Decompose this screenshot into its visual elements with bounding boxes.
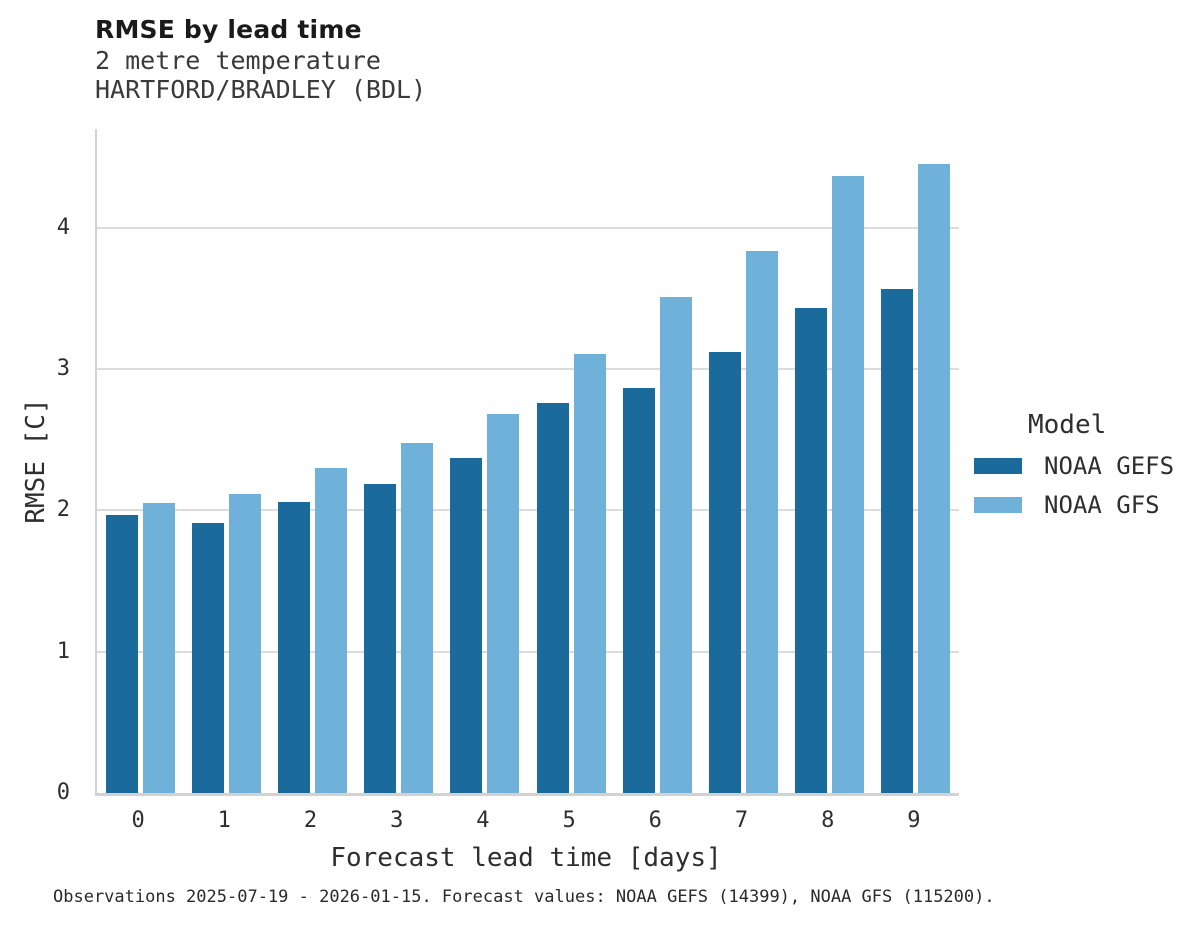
x-tick-7: 7 — [734, 808, 749, 833]
bar-noaa-gfs-day-6 — [659, 297, 692, 793]
legend-rows: NOAA GEFS NOAA GFS — [974, 452, 1174, 519]
bar-noaa-gfs-day-3 — [401, 442, 434, 793]
chart-subtitle-variable: 2 metre temperature — [95, 46, 381, 75]
bar-noaa-gfs-day-1 — [228, 493, 261, 793]
gridline-y-3 — [97, 368, 959, 371]
legend-item-noaa-gefs: NOAA GEFS — [974, 452, 1174, 480]
y-tick-0: 0 — [56, 780, 70, 805]
bar-noaa-gfs-day-5 — [573, 353, 606, 793]
y-tick-2: 2 — [56, 497, 70, 523]
x-tick-3: 3 — [390, 808, 404, 833]
legend-title: Model — [1028, 410, 1107, 440]
plot-area — [95, 129, 959, 796]
bar-noaa-gfs-day-2 — [315, 468, 347, 793]
x-tick-9: 9 — [907, 808, 921, 833]
y-tick-1: 1 — [56, 638, 70, 664]
y-tick-4: 4 — [56, 214, 70, 240]
bar-noaa-gefs-day-6 — [622, 387, 655, 793]
legend-label: NOAA GFS — [1044, 491, 1160, 519]
x-axis-label: Forecast lead time [days] — [330, 843, 722, 873]
y-tick-3: 3 — [56, 356, 70, 382]
bar-noaa-gefs-day-5 — [536, 403, 569, 793]
bar-noaa-gfs-day-0 — [142, 503, 175, 793]
gridline-y-1 — [97, 650, 959, 653]
bar-noaa-gefs-day-8 — [795, 308, 828, 793]
gridline-y-2 — [97, 509, 959, 512]
x-tick-4: 4 — [476, 808, 490, 833]
bar-noaa-gefs-day-4 — [450, 458, 483, 793]
bar-noaa-gefs-day-9 — [881, 288, 914, 793]
bar-noaa-gefs-day-2 — [278, 501, 310, 793]
chart-subtitle-station: HARTFORD/BRADLEY (BDL) — [95, 75, 427, 104]
bar-noaa-gefs-day-0 — [105, 514, 138, 793]
bar-noaa-gefs-day-3 — [364, 483, 397, 793]
legend-label: NOAA GEFS — [1044, 452, 1175, 480]
bar-noaa-gefs-day-7 — [709, 352, 741, 793]
x-tick-5: 5 — [562, 808, 576, 833]
chart-title: RMSE by lead time — [95, 15, 362, 44]
x-tick-1: 1 — [217, 808, 231, 833]
bar-noaa-gefs-day-1 — [191, 523, 224, 793]
bar-noaa-gfs-day-4 — [487, 414, 520, 793]
bar-noaa-gfs-day-8 — [832, 175, 865, 793]
legend-swatch-icon — [974, 497, 1022, 513]
y-axis-label: RMSE [C] — [21, 398, 51, 524]
bar-noaa-gfs-day-7 — [746, 250, 778, 793]
chart-header: RMSE by lead time 2 metre temperature HA… — [95, 14, 426, 104]
x-tick-6: 6 — [648, 808, 662, 833]
footer-caption: Observations 2025-07-19 - 2026-01-15. Fo… — [53, 887, 995, 907]
bar-noaa-gfs-day-9 — [918, 164, 951, 793]
x-tick-0: 0 — [131, 808, 145, 833]
x-tick-2: 2 — [303, 808, 318, 833]
legend-swatch-icon — [974, 458, 1022, 474]
gridline-y-4 — [97, 226, 959, 229]
legend: Model NOAA GEFS NOAA GFS — [974, 410, 1174, 530]
legend-item-noaa-gfs: NOAA GFS — [974, 491, 1174, 519]
x-tick-8: 8 — [821, 808, 835, 833]
